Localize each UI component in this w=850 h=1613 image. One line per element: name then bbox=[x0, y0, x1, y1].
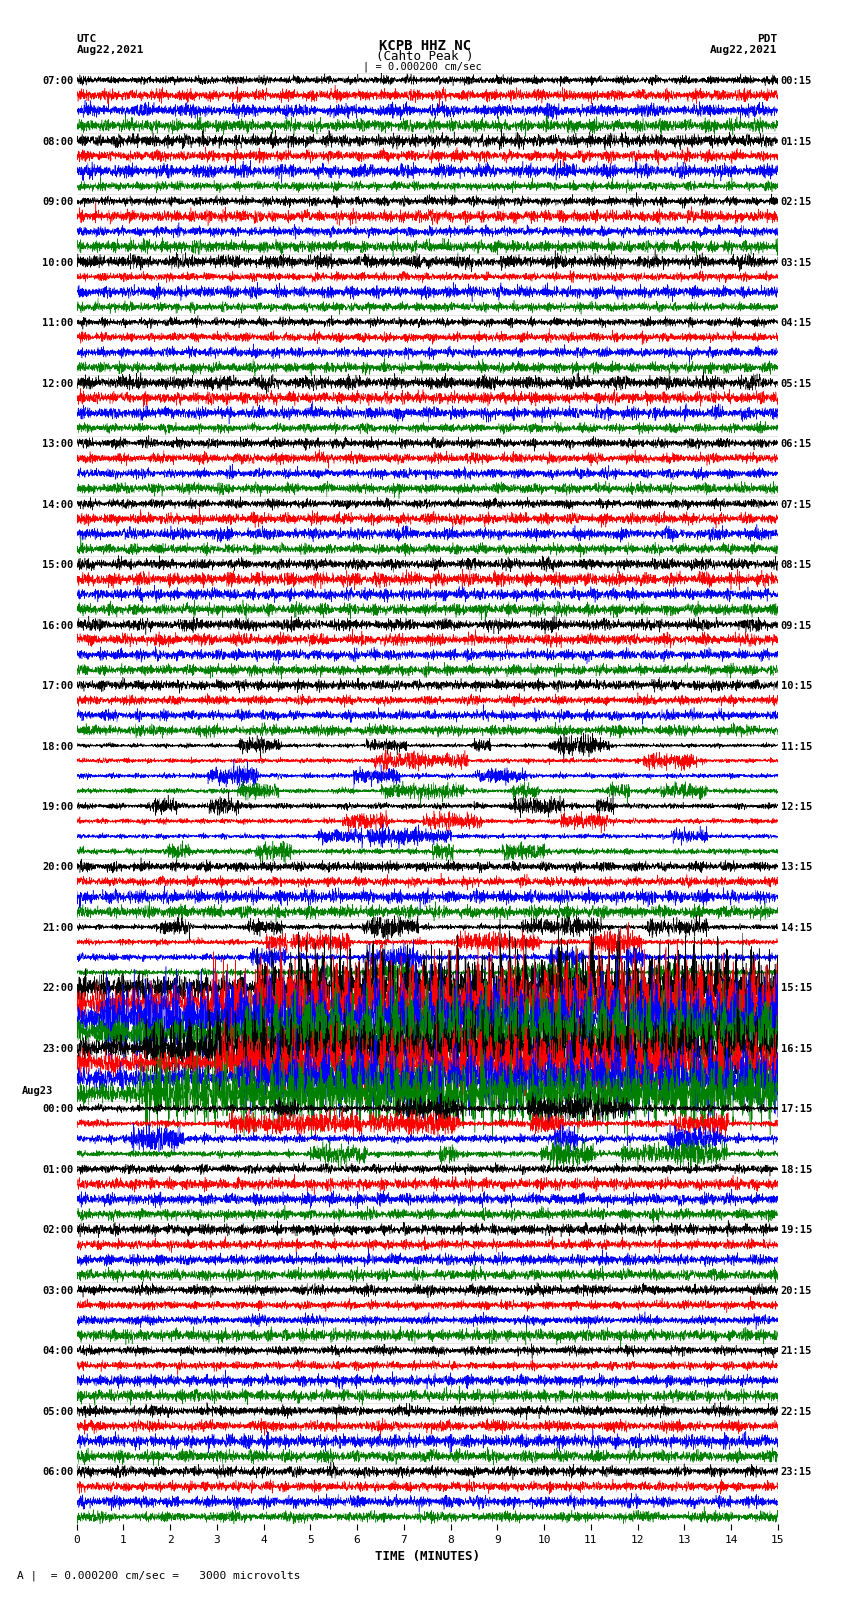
Text: PDT: PDT bbox=[757, 34, 778, 44]
Text: Aug22,2021: Aug22,2021 bbox=[76, 45, 144, 55]
Text: | = 0.000200 cm/sec: | = 0.000200 cm/sec bbox=[363, 61, 482, 73]
Text: UTC: UTC bbox=[76, 34, 97, 44]
Text: KCPB HHZ NC: KCPB HHZ NC bbox=[379, 39, 471, 53]
X-axis label: TIME (MINUTES): TIME (MINUTES) bbox=[375, 1550, 479, 1563]
Text: Aug23: Aug23 bbox=[22, 1086, 53, 1097]
Text: (Cahto Peak ): (Cahto Peak ) bbox=[377, 50, 473, 63]
Text: Aug22,2021: Aug22,2021 bbox=[711, 45, 778, 55]
Text: A |  = 0.000200 cm/sec =   3000 microvolts: A | = 0.000200 cm/sec = 3000 microvolts bbox=[17, 1569, 301, 1581]
